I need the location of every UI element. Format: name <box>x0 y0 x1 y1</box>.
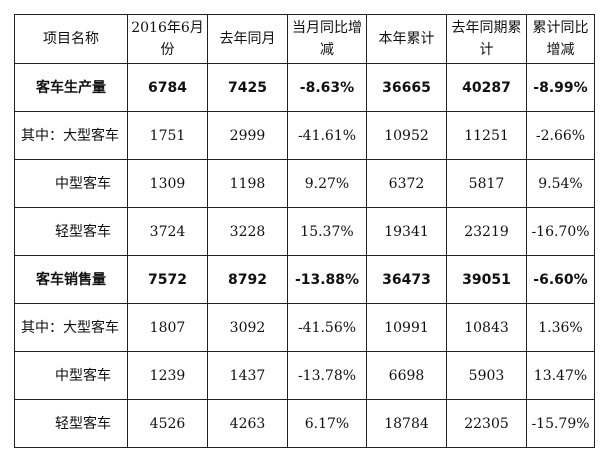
row-name: 中型客车 <box>14 159 128 208</box>
column-header: 累计同比增减 <box>526 14 595 64</box>
table-cell: 5817 <box>446 159 527 208</box>
table-row: 客车生产量 6784 7425 -8.63% 36665 40287 -8.99% <box>14 63 595 112</box>
table-cell: 6.17% <box>287 399 367 448</box>
table-cell: 1309 <box>127 159 208 208</box>
table-cell: 4263 <box>207 399 288 448</box>
table-cell: 36665 <box>366 63 447 112</box>
table-cell: 23219 <box>446 207 527 256</box>
table-cell: 10952 <box>366 111 447 160</box>
table-row: 中型客车 1309 1198 9.27% 6372 5817 9.54% <box>14 159 595 208</box>
table-cell: 1198 <box>207 159 288 208</box>
table-cell: 1437 <box>207 351 288 400</box>
table-cell: -8.63% <box>287 63 367 112</box>
column-header: 当月同比增减 <box>287 14 367 64</box>
table-cell: 6784 <box>127 63 208 112</box>
row-name: 其中：大型客车 <box>14 303 128 352</box>
table-row: 轻型客车 4526 4263 6.17% 18784 22305 -15.79% <box>14 399 595 448</box>
row-name: 轻型客车 <box>14 399 128 448</box>
table-row: 中型客车 1239 1437 -13.78% 6698 5903 13.47% <box>14 351 595 400</box>
table-cell: 9.54% <box>526 159 595 208</box>
table-cell: 6372 <box>366 159 447 208</box>
table-cell: 5903 <box>446 351 527 400</box>
table-cell: 3092 <box>207 303 288 352</box>
table-row: 其中：大型客车 1751 2999 -41.61% 10952 11251 -2.66% <box>14 111 595 160</box>
row-name: 轻型客车 <box>14 207 128 256</box>
table-cell: 22305 <box>446 399 527 448</box>
table-cell: -13.88% <box>287 255 367 304</box>
table-cell: 4526 <box>127 399 208 448</box>
table-cell: 11251 <box>446 111 527 160</box>
table-cell: 8792 <box>207 255 288 304</box>
column-header: 去年同月 <box>207 14 288 64</box>
column-header: 项目名称 <box>14 14 128 64</box>
table-cell: -41.56% <box>287 303 367 352</box>
table-cell: -6.60% <box>526 255 595 304</box>
table-cell: 6698 <box>366 351 447 400</box>
table-cell: 2999 <box>207 111 288 160</box>
table-cell: 10991 <box>366 303 447 352</box>
table-cell: 1239 <box>127 351 208 400</box>
table-cell: 18784 <box>366 399 447 448</box>
table-cell: 19341 <box>366 207 447 256</box>
table-cell: 3724 <box>127 207 208 256</box>
table-cell: 40287 <box>446 63 527 112</box>
table-cell: -2.66% <box>526 111 595 160</box>
table-cell: 3228 <box>207 207 288 256</box>
table-row: 客车销售量 7572 8792 -13.88% 36473 39051 -6.60% <box>14 255 595 304</box>
table-cell: 1.36% <box>526 303 595 352</box>
column-header: 去年同期累计 <box>446 14 527 64</box>
table-cell: -41.61% <box>287 111 367 160</box>
table-cell: 39051 <box>446 255 527 304</box>
row-name: 其中：大型客车 <box>14 111 128 160</box>
table-cell: 13.47% <box>526 351 595 400</box>
table-cell: 1807 <box>127 303 208 352</box>
table-row: 轻型客车 3724 3228 15.37% 19341 23219 -16.70% <box>14 207 595 256</box>
row-name: 客车生产量 <box>14 63 128 112</box>
table-row: 其中：大型客车 1807 3092 -41.56% 10991 10843 1.36% <box>14 303 595 352</box>
table-cell: -15.79% <box>526 399 595 448</box>
row-name: 客车销售量 <box>14 255 128 304</box>
table-cell: 1751 <box>127 111 208 160</box>
table-cell: -13.78% <box>287 351 367 400</box>
row-name: 中型客车 <box>14 351 128 400</box>
column-header: 本年累计 <box>366 14 447 64</box>
bus-production-sales-table: 项目名称 2016年6月份 去年同月 当月同比增减 本年累计 去年同期累计 累计同比增减 客… <box>14 14 595 448</box>
table-cell: 36473 <box>366 255 447 304</box>
table-cell: -8.99% <box>526 63 595 112</box>
table-cell: -16.70% <box>526 207 595 256</box>
table-cell: 7572 <box>127 255 208 304</box>
table-cell: 7425 <box>207 63 288 112</box>
table-cell: 9.27% <box>287 159 367 208</box>
header-row: 项目名称 2016年6月份 去年同月 当月同比增减 本年累计 去年同期累计 累计同比增减 <box>14 14 595 64</box>
table-cell: 15.37% <box>287 207 367 256</box>
table-cell: 10843 <box>446 303 527 352</box>
column-header: 2016年6月份 <box>127 14 208 64</box>
